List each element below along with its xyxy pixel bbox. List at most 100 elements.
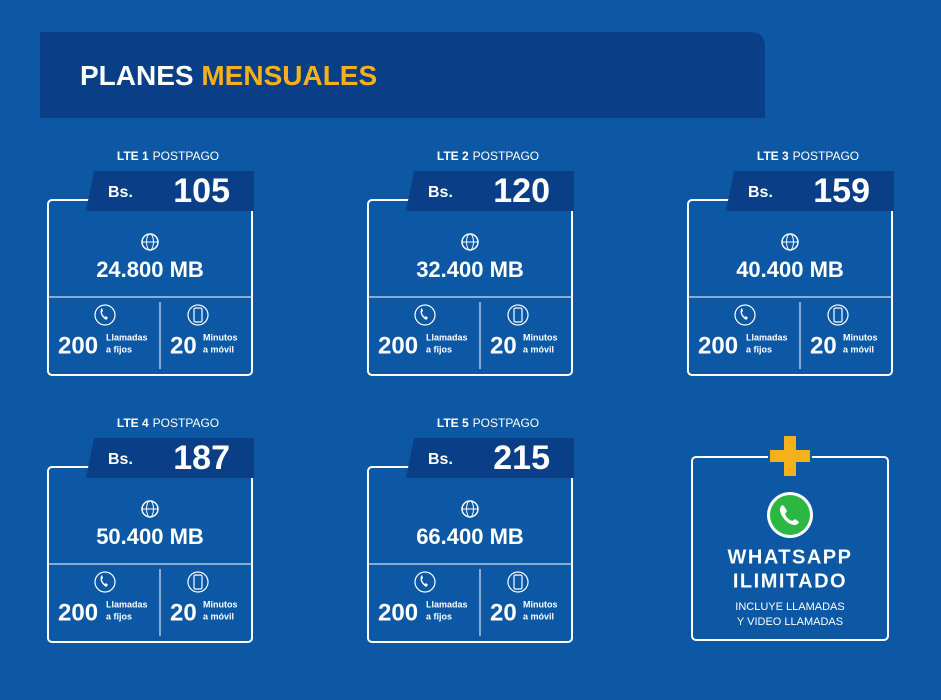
data-amount: 32.400 MB — [416, 257, 524, 282]
calls-label: Llamadas — [426, 332, 468, 342]
minutes-label: a móvil — [843, 344, 874, 354]
whatsapp-note: Y VIDEO LLAMADAS — [737, 616, 843, 628]
plan-name: LTE 1 — [117, 149, 149, 163]
calls-label: Llamadas — [106, 599, 148, 609]
plan-card: LTE 4 POSTPAGO Bs. 187 50.400 MB 200 Llamadas a… — [47, 416, 254, 643]
minutes-label: a móvil — [523, 344, 554, 354]
phone-icon — [734, 304, 756, 326]
plan-name: LTE 5 — [437, 416, 469, 430]
plan-card: LTE 5 POSTPAGO Bs. 215 66.400 MB 200 Llamadas a… — [367, 416, 574, 643]
plan-card: LTE 1 POSTPAGO Bs. 105 24.800 MB 200 Llamadas a… — [47, 149, 254, 376]
data-amount: 24.800 MB — [96, 257, 204, 282]
price-tab — [406, 171, 574, 211]
plan-name: LTE 4 — [117, 416, 149, 430]
phone-icon — [100, 575, 108, 587]
plan-name: LTE 3 — [757, 149, 789, 163]
mobile-icon — [513, 307, 523, 323]
mobile-icon — [833, 307, 843, 323]
phone-icon — [100, 308, 108, 320]
minutes-label: a móvil — [203, 611, 234, 621]
phone-icon — [94, 304, 116, 326]
minutes-label: Minutos — [523, 599, 558, 609]
minutes-amount: 20 — [490, 332, 517, 359]
whatsapp-icon — [770, 495, 810, 535]
plan-type: POSTPAGO — [793, 149, 859, 163]
plan-label: LTE 4 POSTPAGO — [117, 416, 219, 430]
calls-label: Llamadas — [106, 332, 148, 342]
mobile-icon — [193, 307, 203, 323]
minutes-amount: 20 — [810, 332, 837, 359]
whatsapp-phone — [780, 505, 799, 525]
minutes-amount: 20 — [490, 599, 517, 626]
calls-label: Llamadas — [746, 332, 788, 342]
calls-label: Llamadas — [426, 599, 468, 609]
phone-icon — [414, 571, 436, 593]
phone-icon — [740, 308, 748, 320]
plus-icon — [770, 436, 810, 476]
whatsapp-note: INCLUYE LLAMADAS — [735, 601, 844, 613]
price-tab — [86, 438, 254, 478]
plan-type: POSTPAGO — [473, 416, 539, 430]
minutes-label: Minutos — [203, 332, 238, 342]
phone-icon — [420, 575, 428, 587]
phone-icon — [94, 571, 116, 593]
header-band — [40, 32, 765, 118]
mobile-icon — [187, 304, 209, 326]
header-title: PLANES MENSUALES — [80, 60, 377, 91]
calls-amount: 200 — [378, 599, 418, 626]
phone-icon — [420, 308, 428, 320]
currency: Bs. — [748, 184, 773, 201]
data-amount: 40.400 MB — [736, 257, 844, 282]
price-tab — [86, 171, 254, 211]
calls-label: a fijos — [106, 344, 132, 354]
whatsapp-title: WHATSAPP — [728, 546, 853, 568]
calls-amount: 200 — [58, 599, 98, 626]
calls-label: a fijos — [106, 611, 132, 621]
minutes-label: Minutos — [203, 599, 238, 609]
calls-label: a fijos — [746, 344, 772, 354]
title-part: MENSUALES — [201, 60, 377, 91]
price-tab — [726, 171, 894, 211]
calls-amount: 200 — [698, 332, 738, 359]
plan-label: LTE 1 POSTPAGO — [117, 149, 219, 163]
plan-label: LTE 5 POSTPAGO — [437, 416, 539, 430]
mobile-icon — [193, 574, 203, 590]
currency: Bs. — [428, 184, 453, 201]
plan-type: POSTPAGO — [473, 149, 539, 163]
calls-amount: 200 — [58, 332, 98, 359]
whatsapp-card: WHATSAPP ILIMITADO INCLUYE LLAMADAS Y VI… — [691, 436, 889, 641]
price: 120 — [493, 172, 550, 210]
mobile-icon — [507, 304, 529, 326]
calls-label: a fijos — [426, 611, 452, 621]
title-part: PLANES — [80, 60, 194, 91]
plan-card: LTE 2 POSTPAGO Bs. 120 32.400 MB 200 Llamadas a… — [367, 149, 574, 376]
price: 159 — [813, 172, 870, 210]
minutes-label: a móvil — [203, 344, 234, 354]
mobile-icon — [513, 574, 523, 590]
price: 215 — [493, 439, 550, 477]
plan-type: POSTPAGO — [153, 416, 219, 430]
plan-label: LTE 3 POSTPAGO — [757, 149, 859, 163]
data-amount: 66.400 MB — [416, 524, 524, 549]
plan-type: POSTPAGO — [153, 149, 219, 163]
data-amount: 50.400 MB — [96, 524, 204, 549]
price: 105 — [173, 172, 230, 210]
currency: Bs. — [108, 184, 133, 201]
minutes-label: Minutos — [523, 332, 558, 342]
whatsapp-title: ILIMITADO — [733, 570, 847, 592]
currency: Bs. — [108, 451, 133, 468]
minutes-amount: 20 — [170, 599, 197, 626]
minutes-label: Minutos — [843, 332, 878, 342]
plan-name: LTE 2 — [437, 149, 469, 163]
plan-card: LTE 3 POSTPAGO Bs. 159 40.400 MB 200 Llamadas a… — [687, 149, 894, 376]
price: 187 — [173, 439, 230, 477]
mobile-icon — [827, 304, 849, 326]
calls-amount: 200 — [378, 332, 418, 359]
phone-icon — [414, 304, 436, 326]
minutes-label: a móvil — [523, 611, 554, 621]
minutes-amount: 20 — [170, 332, 197, 359]
plan-label: LTE 2 POSTPAGO — [437, 149, 539, 163]
calls-label: a fijos — [426, 344, 452, 354]
mobile-icon — [187, 571, 209, 593]
